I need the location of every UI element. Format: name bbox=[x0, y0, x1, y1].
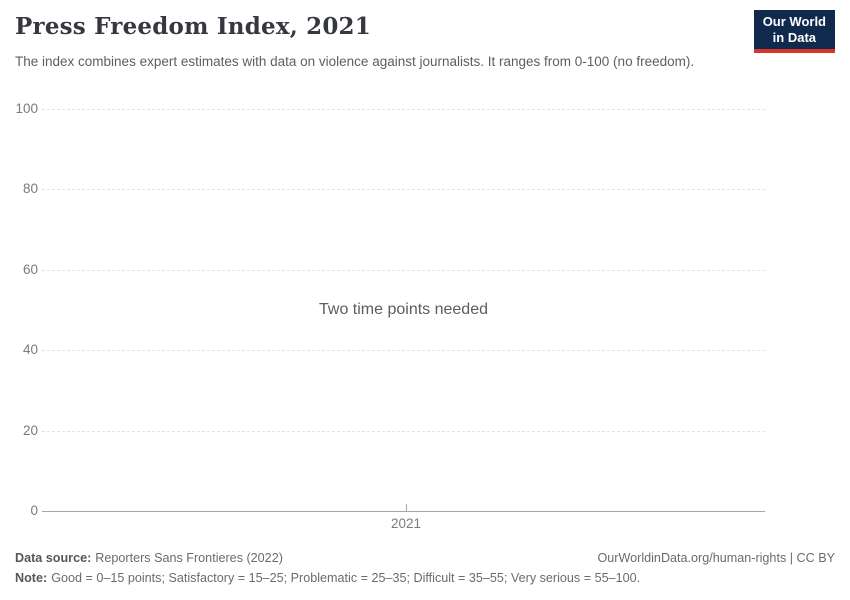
gridline-20 bbox=[42, 431, 765, 432]
y-tick-label-20: 20 bbox=[22, 423, 38, 438]
y-tick-label-0: 0 bbox=[30, 503, 38, 518]
y-tick-label-60: 60 bbox=[22, 262, 38, 277]
page-title: Press Freedom Index, 2021 bbox=[15, 13, 371, 40]
note-value: Good = 0–15 points; Satisfactory = 15–25… bbox=[51, 571, 641, 585]
chart-note: Note: Good = 0–15 points; Satisfactory = … bbox=[15, 568, 835, 588]
gridline-80 bbox=[42, 189, 765, 190]
x-tick-label-2021: 2021 bbox=[390, 516, 422, 531]
y-tick-label-100: 100 bbox=[15, 101, 38, 116]
owid-logo-line1: Our World bbox=[762, 14, 826, 29]
owid-logo-line2: in Data bbox=[772, 30, 817, 45]
data-source-label: Data source: bbox=[15, 551, 92, 565]
data-source: Data source: Reporters Sans Frontieres (2… bbox=[15, 548, 283, 568]
y-tick-label-80: 80 bbox=[22, 181, 38, 196]
gridline-40 bbox=[42, 350, 765, 351]
note-label: Note: bbox=[15, 571, 48, 585]
x-axis-tick-mark bbox=[406, 504, 407, 511]
gridline-100 bbox=[42, 109, 765, 110]
x-axis-line bbox=[42, 511, 765, 512]
empty-chart-message: Two time points needed bbox=[319, 301, 488, 318]
y-tick-label-40: 40 bbox=[22, 342, 38, 357]
chart-subtitle: The index combines expert estimates with… bbox=[15, 54, 695, 69]
owid-logo: Our World in Data bbox=[753, 10, 835, 53]
owid-license-link[interactable]: OurWorldinData.org/human-rights | CC BY bbox=[597, 551, 835, 565]
data-source-value: Reporters Sans Frontieres (2022) bbox=[95, 551, 283, 565]
chart-footer: Data source: Reporters Sans Frontieres (2… bbox=[15, 548, 835, 588]
gridline-60 bbox=[42, 270, 765, 271]
